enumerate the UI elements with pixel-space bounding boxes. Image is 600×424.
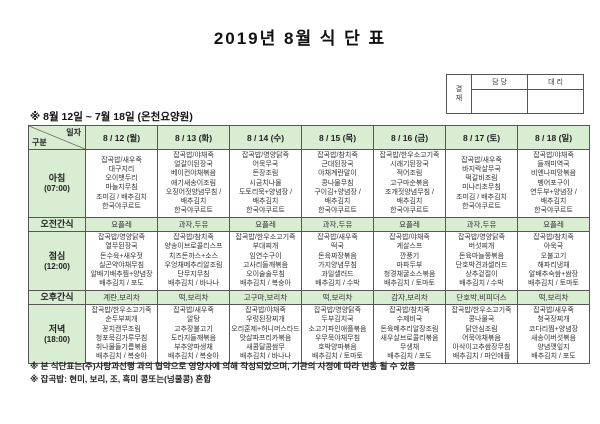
meal-label-lunch: 점심 (12:00)	[28, 230, 86, 291]
menu-cell: 고구마,보리차	[229, 289, 302, 306]
date-header: 8 / 16 (금)	[373, 125, 446, 150]
diagonal-divider	[29, 126, 85, 149]
menu-cell: 과자,두유	[445, 216, 518, 232]
row-lunch: 점심 (12:00) 잡곡밥/영양닭죽 열무된장국 돈수육+새우젓 실곤약야채무…	[28, 230, 590, 291]
menu-cell: 잡곡밥/영양닭죽 어묵무국 돈장조림 시금치나물 도토리묵+양념장 / 배추김치…	[229, 149, 302, 218]
menu-cell: 잡곡밥/새우죽 대구지리 오이뱃두리 마늘지무침 조미김 / 배추김치 한국야쿠…	[85, 149, 158, 218]
row-afternoon-snack: 오후간식 계란,보리차 떡,보리차 고구마,보리차 떡,보리차 감자,보리차 단…	[28, 289, 590, 306]
approval-col-daeri: 대 리	[527, 74, 584, 90]
menu-cell: 잡곡밥/야채죽 얼갈이된장국 베이컨야채볶음 애기새송이조림 오징어젓양념무침 …	[157, 149, 230, 218]
date-header: 8 / 14 (수)	[229, 125, 302, 150]
menu-cell: 잡곡밥/새우죽 알탕 고추장불고기 도라지들깨볶음 부추양파생채 배추김치 / …	[157, 304, 230, 364]
menu-cell: 잡곡밥/참치죽 양송이브로콜리스프 치즈돈까스+소스 우엉채메추리알조림 단무지…	[157, 230, 230, 291]
menu-cell: 잡곡밥/야채죽 게살스프 깐풍기 마파두부 청경채굴소스볶음 배추김치 / 토마…	[373, 230, 446, 291]
corner-label-category: 구분	[32, 138, 47, 147]
date-header: 8 / 13 (화)	[157, 125, 230, 150]
menu-cell: 잡곡밥/새우죽 청국장찌개 코다리찜+양념장 새송이버섯볶음 양념깻잎지 배추김…	[517, 304, 590, 364]
page-title: 2019년 8월 식 단 표	[213, 29, 387, 48]
date-header: 8 / 15 (목)	[301, 125, 374, 150]
approval-stamp-label: 결 재	[446, 74, 472, 114]
menu-cell: 잡곡밥/한우소고기죽 부대찌개 임연수구이 고사리들깨볶음 오이술술무침 배추김…	[229, 230, 302, 291]
menu-cell: 단호박,비피더스	[445, 289, 518, 306]
menu-cell: 잡곡밥/참치죽 아욱국 오불고기 해파리냉채 알배추숙쌈+쌈장 배추김치 / 토…	[517, 230, 590, 291]
menu-cell: 잡곡밥/영양닭죽 두부김치국 소고기파인애플볶음 우무묵야채무침 호박양파볶음 …	[301, 304, 374, 364]
menu-cell: 떡,보리차	[517, 289, 590, 306]
menu-cell: 떡,보리차	[157, 289, 230, 306]
meal-label-breakfast: 아침 (07:00)	[28, 149, 86, 218]
menu-cell: 요플레	[85, 216, 158, 232]
menu-cell: 잡곡밥/야채죽 우렁된장찌개 오리훈제+허니머스타드 맛살파프리카볶음 새콤달콤…	[229, 304, 302, 364]
menu-cell: 잡곡밥/한우소고기죽 순두부찌개 꽁치캔무조림 청포묵김가루무침 취나물들기름볶…	[85, 304, 158, 364]
row-breakfast: 아침 (07:00) 잡곡밥/새우죽 대구지리 오이뱃두리 마늘지무침 조미김 …	[28, 149, 590, 218]
footnotes: ※ 본 식단표는(주)사랑과선행 과의 협약으로 영양사에 의해 작성되었으며,…	[30, 360, 416, 386]
menu-cell: 잡곡밥/한우소고기죽 시래기된장국 적어조림 고구마순볶음 조개젓양념무침 / …	[373, 149, 446, 218]
footnote-agreement: ※ 본 식단표는(주)사랑과선행 과의 협약으로 영양사에 의해 작성되었으며,…	[30, 361, 416, 371]
corner-header-cell: 일자 구분	[28, 125, 86, 150]
approval-box: 결 재 담 당 대 리	[446, 74, 584, 114]
approval-sign-cell	[471, 89, 528, 114]
row-morning-snack: 오전간식 요플레 과자,두유 요플레 과자,두유 요플레 과자,두유 요플레	[28, 216, 590, 232]
menu-cell: 계란,보리차	[85, 289, 158, 306]
menu-cell: 요플레	[373, 216, 446, 232]
menu-cell: 감자,보리차	[373, 289, 446, 306]
menu-cell: 잡곡밥/야채죽 들깨미역국 비엔나피망볶음 벵어포구이 연두부+양념장 / 배추…	[517, 149, 590, 218]
footnote-grain-mix: ※ 잡곡밥: 현미, 보리, 조, 흑미 콩또는(넝쿨콩) 혼합	[30, 373, 212, 384]
meal-label-dinner: 저녁 (18:00)	[28, 304, 86, 364]
menu-cell: 잡곡밥/참치죽 근대된장국 야채계란말이 콩나물무침 구이김+양념장 / 배추김…	[301, 149, 374, 218]
approval-col-damdang: 담 당	[471, 74, 528, 90]
menu-cell: 잡곡밥/새우죽 바지락살무국 떡갈비조림 미나리초무침 조미김 / 배추김치 한…	[445, 149, 518, 218]
date-range-subtitle: ※ 8월 12일 ~ 7월 18일 (온천요양원)	[30, 111, 193, 123]
approval-sign-cell	[527, 89, 584, 114]
menu-table: 일자 구분 8 / 12 (월) 8 / 13 (화) 8 / 14 (수) 8…	[28, 125, 590, 364]
menu-cell: 떡,보리차	[301, 289, 374, 306]
meal-label-morning-snack: 오전간식	[28, 216, 86, 232]
date-header: 8 / 12 (월)	[85, 125, 158, 150]
date-header: 8 / 17 (토)	[445, 125, 518, 150]
menu-cell: 요플레	[517, 216, 590, 232]
menu-cell: 잡곡밥/영양닭죽 열무된장국 돈수육+새우젓 실곤약야채무침 알배기배추찜+양념…	[85, 230, 158, 291]
menu-cell: 잡곡밥/참치죽 수제비국 돈육메추리알장조림 새우살브로콜리볶음 무생채 배추김…	[373, 304, 446, 364]
date-header: 8 / 18 (일)	[517, 125, 590, 150]
menu-cell: 잡곡밥/새우죽 떡국 돈육짜장볶음 가지양념무침 과일샐러드 배추김치 / 수박	[301, 230, 374, 291]
menu-cell: 요플레	[229, 216, 302, 232]
menu-cell: 잡곡밥/한우소고기죽 콩나물국 닭안심조림 어묵야채볶음 아삭이고추쌈장무침 배…	[445, 304, 518, 364]
menu-cell: 과자,두유	[157, 216, 230, 232]
meal-label-afternoon-snack: 오후간식	[28, 289, 86, 306]
menu-cell: 잡곡밥/영양닭죽 버섯찌개 돈육마늘쫑볶음 단호박견과샐러드 상추겉절이 배추김…	[445, 230, 518, 291]
corner-label-date: 일자	[66, 128, 81, 137]
menu-cell: 과자,두유	[301, 216, 374, 232]
row-dinner: 저녁 (18:00) 잡곡밥/한우소고기죽 순두부찌개 꽁치캔무조림 청포묵김가…	[28, 304, 590, 364]
